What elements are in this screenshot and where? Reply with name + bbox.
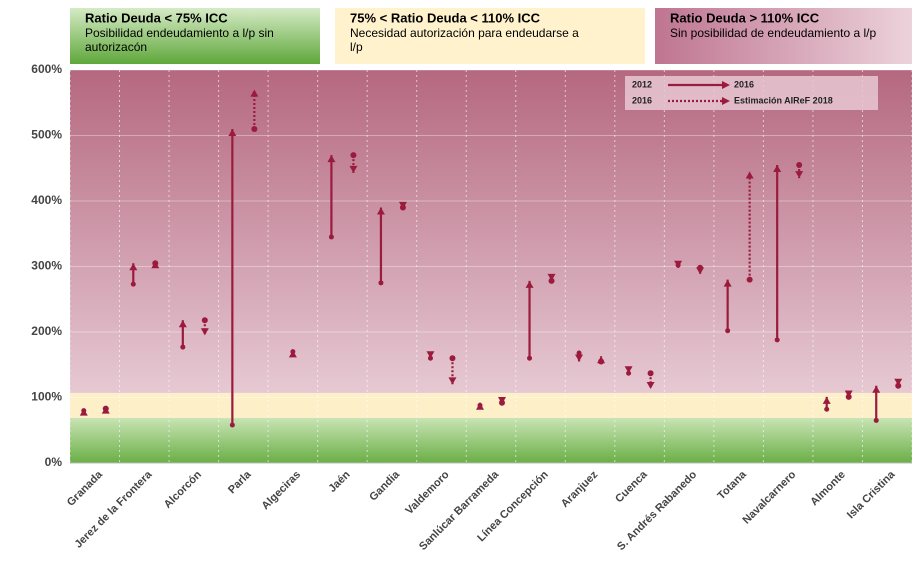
y-tick-label: 200%: [31, 324, 62, 338]
arrow-head: [525, 280, 534, 288]
arrow-head: [200, 328, 209, 336]
start-point: [81, 408, 87, 414]
start-point: [725, 328, 731, 334]
y-tick-label: 0%: [45, 455, 63, 469]
header-text: Sin posibilidad de endeudamiento a l/p: [670, 26, 876, 40]
x-tick-label: Parla: [226, 468, 254, 496]
arrow-head: [822, 396, 831, 404]
x-tick-label: Navalcarnero: [741, 469, 799, 527]
y-tick-label: 500%: [31, 128, 62, 142]
x-tick-label: Valdemoro: [403, 468, 451, 516]
arrow-head: [498, 397, 506, 405]
arrow-head: [773, 164, 782, 172]
start-point: [774, 337, 780, 343]
x-tick-label: Alcorcón: [162, 469, 204, 511]
arrow-head: [646, 381, 655, 389]
header-text: l/p: [350, 40, 363, 54]
legend-arrow-head: [722, 81, 730, 89]
header-title: Ratio Deuda < 75% ICC: [85, 10, 228, 25]
legend-label: Estimación AIReF 2018: [734, 95, 833, 105]
x-tick-label: Isla Cristina: [845, 468, 898, 521]
arrow-head: [398, 201, 407, 209]
start-point: [449, 355, 456, 362]
y-tick-label: 400%: [31, 193, 62, 207]
start-point: [229, 422, 235, 428]
start-point: [251, 125, 258, 132]
start-point: [576, 350, 582, 356]
start-point: [477, 402, 483, 408]
x-tick-label: Almonte: [808, 469, 848, 509]
arrow-head: [228, 128, 237, 136]
legend-label: 2016: [632, 95, 652, 105]
arrow-head: [723, 279, 732, 287]
header-text: Necesidad autorización para endeudarse a: [350, 26, 579, 40]
start-point: [180, 344, 186, 350]
start-point: [290, 349, 296, 355]
arrow-head: [745, 171, 754, 179]
y-tick-label: 300%: [31, 259, 62, 273]
arrow-head: [250, 89, 259, 97]
start-point: [675, 262, 681, 268]
y-tick-label: 600%: [31, 62, 62, 76]
arrow-head: [448, 377, 457, 385]
x-tick-label: Cuenca: [613, 468, 650, 505]
legend-label: 2012: [632, 79, 652, 89]
legend-box: [625, 76, 878, 110]
x-tick-label: Aranjuez: [559, 468, 601, 510]
arrow-head: [795, 171, 804, 179]
x-tick-label: Jaén: [326, 468, 352, 494]
x-tick-label: Gandia: [367, 468, 402, 503]
header-text: autorizacón: [85, 40, 147, 54]
x-tick-label: Algeciras: [260, 469, 304, 513]
start-point: [527, 355, 533, 361]
header-title: Ratio Deuda > 110% ICC: [670, 10, 820, 25]
legend-label: 2016: [734, 79, 754, 89]
arrow-head: [327, 155, 336, 163]
start-point: [427, 355, 433, 361]
arrow-head: [597, 356, 606, 364]
start-point: [873, 417, 879, 423]
y-tick-label: 100%: [31, 390, 62, 404]
start-point: [378, 280, 384, 286]
arrow-head: [426, 351, 435, 359]
arrow-head: [624, 366, 633, 374]
start-point: [647, 370, 654, 377]
start-point: [746, 276, 753, 283]
header-box: [335, 8, 645, 64]
arrow-head: [872, 385, 881, 393]
legend-arrow-head: [722, 97, 730, 105]
arrow-head: [129, 263, 138, 271]
start-point: [328, 234, 334, 240]
zone-band: [70, 392, 912, 418]
arrow-head: [844, 390, 853, 398]
arrow-head: [376, 207, 385, 215]
arrow-head: [696, 267, 705, 275]
arrow-head: [349, 165, 358, 173]
zone-band: [70, 417, 912, 463]
arrow-head: [151, 261, 160, 269]
arrow-head: [101, 406, 110, 414]
header-box: [655, 8, 912, 64]
start-point: [824, 406, 830, 412]
start-point: [201, 317, 208, 324]
arrow-head: [547, 273, 556, 281]
zone-band: [70, 70, 912, 393]
start-point: [796, 161, 803, 168]
arrow-head: [894, 378, 903, 386]
start-point: [130, 281, 136, 287]
arrow-head: [178, 320, 187, 328]
arrow-head: [575, 354, 584, 362]
header-box: [70, 8, 320, 64]
x-tick-label: Granada: [65, 468, 106, 509]
header-title: 75% < Ratio Deuda < 110% ICC: [350, 10, 541, 25]
header-text: Posibilidad endeudamiento a l/p sin: [85, 26, 274, 40]
x-tick-label: Totana: [715, 468, 749, 502]
start-point: [350, 152, 357, 159]
start-point: [626, 370, 632, 376]
